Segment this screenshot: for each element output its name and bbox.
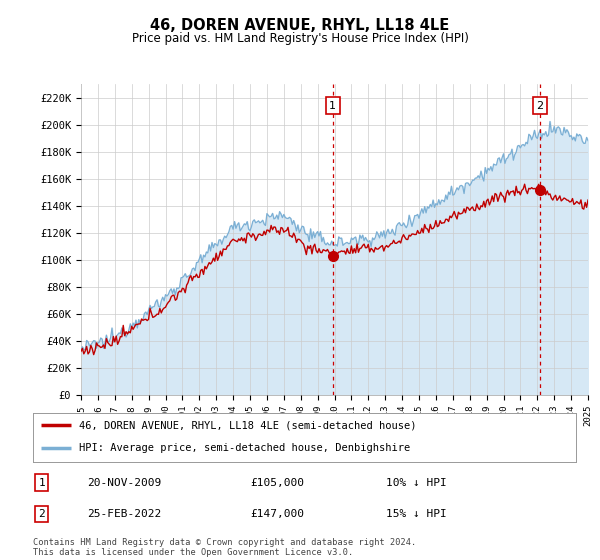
Text: HPI: Average price, semi-detached house, Denbighshire: HPI: Average price, semi-detached house,… bbox=[79, 443, 410, 453]
Text: 1: 1 bbox=[329, 101, 337, 111]
Text: 15% ↓ HPI: 15% ↓ HPI bbox=[386, 509, 446, 519]
Text: 2: 2 bbox=[536, 101, 544, 111]
Text: £105,000: £105,000 bbox=[250, 478, 304, 488]
Text: Price paid vs. HM Land Registry's House Price Index (HPI): Price paid vs. HM Land Registry's House … bbox=[131, 32, 469, 45]
Text: 20-NOV-2009: 20-NOV-2009 bbox=[88, 478, 161, 488]
Text: 1: 1 bbox=[38, 478, 45, 488]
Text: £147,000: £147,000 bbox=[250, 509, 304, 519]
Text: 2: 2 bbox=[38, 509, 45, 519]
Text: 10% ↓ HPI: 10% ↓ HPI bbox=[386, 478, 446, 488]
Text: 46, DOREN AVENUE, RHYL, LL18 4LE: 46, DOREN AVENUE, RHYL, LL18 4LE bbox=[151, 18, 449, 33]
Text: Contains HM Land Registry data © Crown copyright and database right 2024.
This d: Contains HM Land Registry data © Crown c… bbox=[33, 538, 416, 557]
Text: 46, DOREN AVENUE, RHYL, LL18 4LE (semi-detached house): 46, DOREN AVENUE, RHYL, LL18 4LE (semi-d… bbox=[79, 420, 416, 430]
Text: 25-FEB-2022: 25-FEB-2022 bbox=[88, 509, 161, 519]
